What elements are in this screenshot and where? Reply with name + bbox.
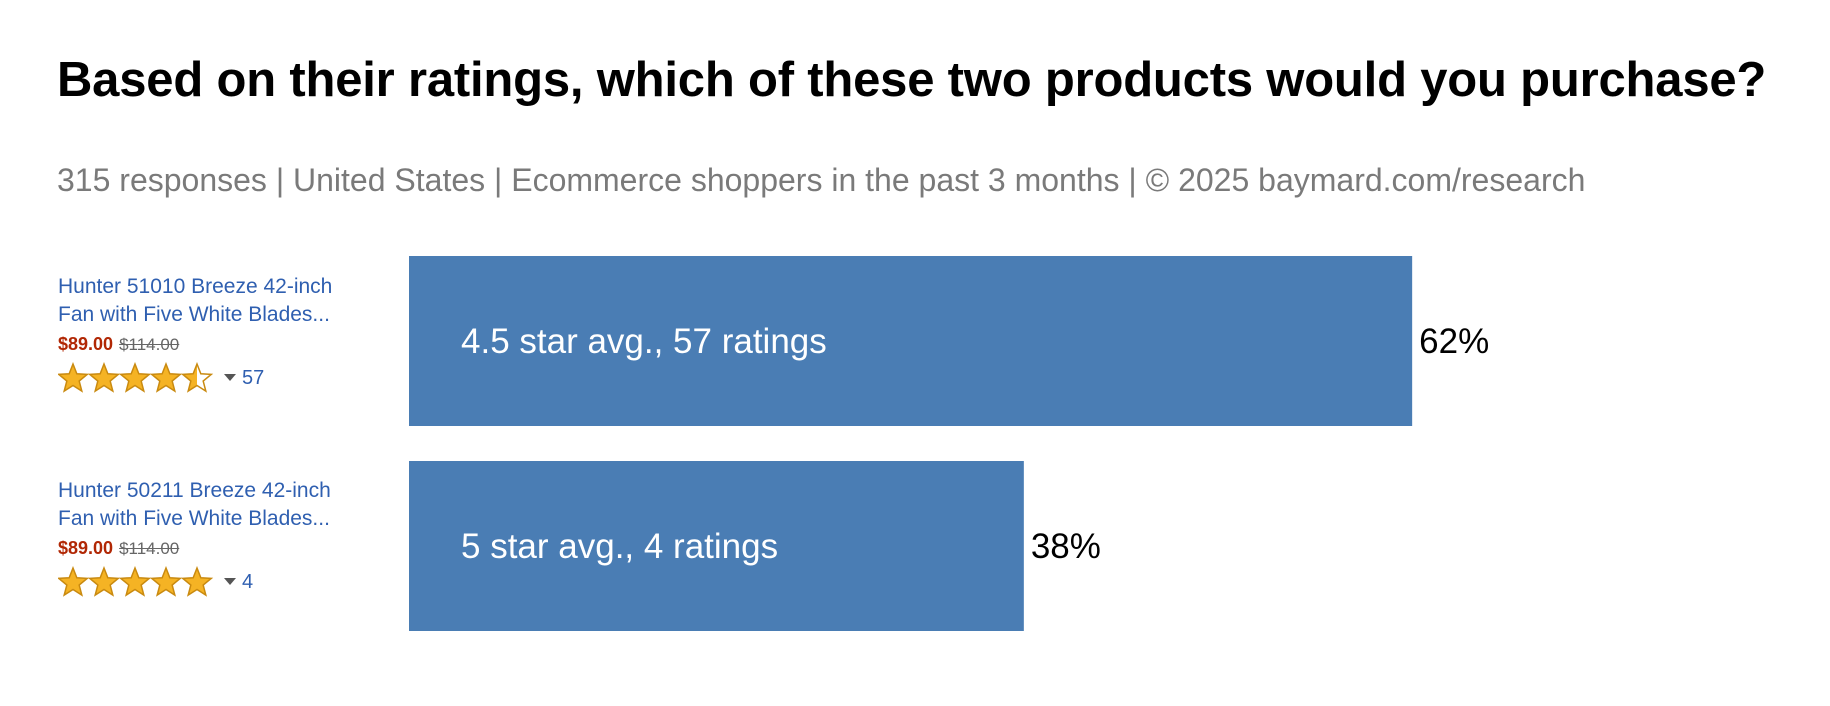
product-name-link[interactable]: Hunter 50211 Breeze 42-inch Fan with Fiv… — [58, 479, 331, 530]
bar-value-label: 62% — [1419, 322, 1489, 361]
old-price: $114.00 — [119, 539, 180, 558]
chevron-down-icon[interactable] — [224, 374, 236, 382]
rating-row: 4 — [58, 565, 378, 599]
rating-count-link[interactable]: 4 — [242, 570, 254, 593]
star-icon — [149, 566, 183, 597]
product-card-2: Hunter 50211 Breeze 42-inch Fan with Fiv… — [58, 477, 378, 599]
star-icon — [58, 362, 90, 393]
old-price: $114.00 — [119, 335, 180, 354]
star-icon — [180, 566, 214, 597]
bar-2 — [409, 461, 1024, 631]
chart-subtitle: 315 responses | United States | Ecommerc… — [57, 162, 1586, 198]
star-icon — [87, 566, 121, 597]
bar-category-label: 4.5 star avg., 57 ratings — [461, 322, 827, 361]
star-rating-icon — [58, 566, 214, 597]
star-icon — [87, 362, 121, 393]
bar-category-label: 5 star avg., 4 ratings — [461, 527, 778, 566]
product-name-link[interactable]: Hunter 51010 Breeze 42-inch Fan with Fiv… — [58, 275, 333, 326]
star-icon — [58, 566, 90, 597]
product-card-1: Hunter 51010 Breeze 42-inch Fan with Fiv… — [58, 273, 378, 395]
rating-count-link[interactable]: 57 — [242, 366, 265, 389]
star-icon — [149, 362, 183, 393]
rating-row: 57 — [58, 361, 378, 395]
star-icon — [118, 362, 152, 393]
bar-value-label: 38% — [1031, 527, 1101, 566]
star-icon — [118, 566, 152, 597]
chevron-down-icon[interactable] — [224, 578, 236, 586]
price-row: $89.00 $114.00 — [58, 334, 378, 355]
price-row: $89.00 $114.00 — [58, 538, 378, 559]
bar-1 — [409, 256, 1413, 426]
star-icon — [180, 362, 214, 393]
current-price: $89.00 — [58, 538, 114, 558]
current-price: $89.00 — [58, 334, 114, 354]
star-rating-icon — [58, 362, 214, 393]
chart-title: Based on their ratings, which of these t… — [57, 53, 1767, 107]
